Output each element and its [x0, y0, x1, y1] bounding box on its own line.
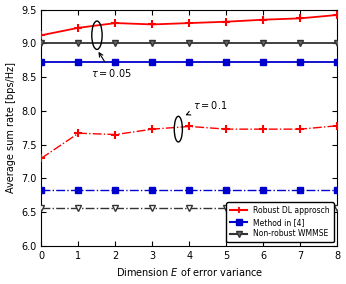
- Text: $\tau=0.05$: $\tau=0.05$: [91, 53, 132, 79]
- Y-axis label: Average sum rate [bps/Hz]: Average sum rate [bps/Hz]: [6, 62, 16, 193]
- Legend: Robust DL approsch, Method in [4], Non-robust WMMSE: Robust DL approsch, Method in [4], Non-r…: [226, 202, 334, 242]
- X-axis label: Dimension $E$ of error variance: Dimension $E$ of error variance: [116, 266, 263, 278]
- Text: $\tau=0.1$: $\tau=0.1$: [186, 99, 227, 115]
